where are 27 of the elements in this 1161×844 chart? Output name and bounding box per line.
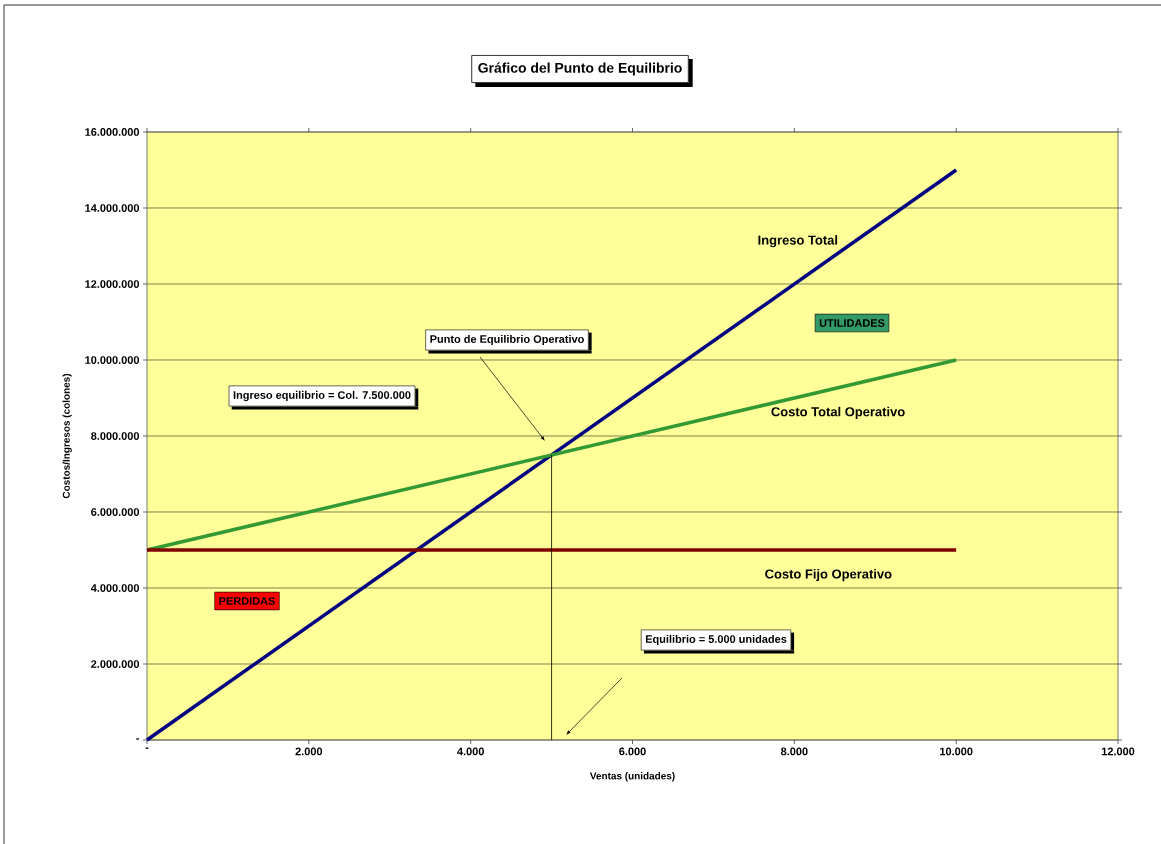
y-tick-label: 10.000.000 [85, 356, 140, 364]
series-label: Costo Fijo Operativo [765, 569, 892, 582]
y-tick-label: 6.000.000 [91, 508, 140, 516]
series-label: Costo Total Operativo [771, 406, 905, 419]
x-tick-label: - [145, 747, 149, 749]
annotation: Equilibrio = 5.000 unidades [645, 634, 787, 646]
x-tick-label: 12.000 [1101, 747, 1135, 756]
x-tick-label: 6.000 [619, 747, 646, 756]
annotation: Ingreso equilibrio = Col. 7.500.000 [233, 390, 411, 402]
y-tick-label: 16.000.000 [85, 128, 140, 136]
x-axis-title: Ventas (unidades) [589, 772, 675, 782]
y-tick-label: 8.000.000 [91, 432, 140, 440]
y-tick-label: 2.000.000 [91, 660, 140, 668]
annotation: PERDIDAS [219, 597, 275, 605]
x-tick-label: 10.000 [940, 747, 973, 756]
y-tick-label: 14.000.000 [85, 204, 140, 212]
chart-title: Gráfico del Punto de Equilibrio [478, 62, 682, 76]
y-axis-title: Costos/Ingresos (colones) [62, 373, 72, 499]
y-tick-label: 4.000.000 [90, 584, 140, 592]
annotation: Punto de Equilibrio Operativo [430, 334, 584, 346]
y-tick-label: 12.000.000 [85, 280, 140, 288]
series-label: Ingreso Total [758, 235, 838, 248]
annotation: UTILIDADES [819, 319, 885, 327]
y-tick-label: - [136, 738, 140, 740]
x-tick-label: 4.000 [457, 747, 484, 756]
x-tick-label: 8.000 [780, 747, 808, 756]
x-tick-label: 2.000 [295, 747, 323, 756]
